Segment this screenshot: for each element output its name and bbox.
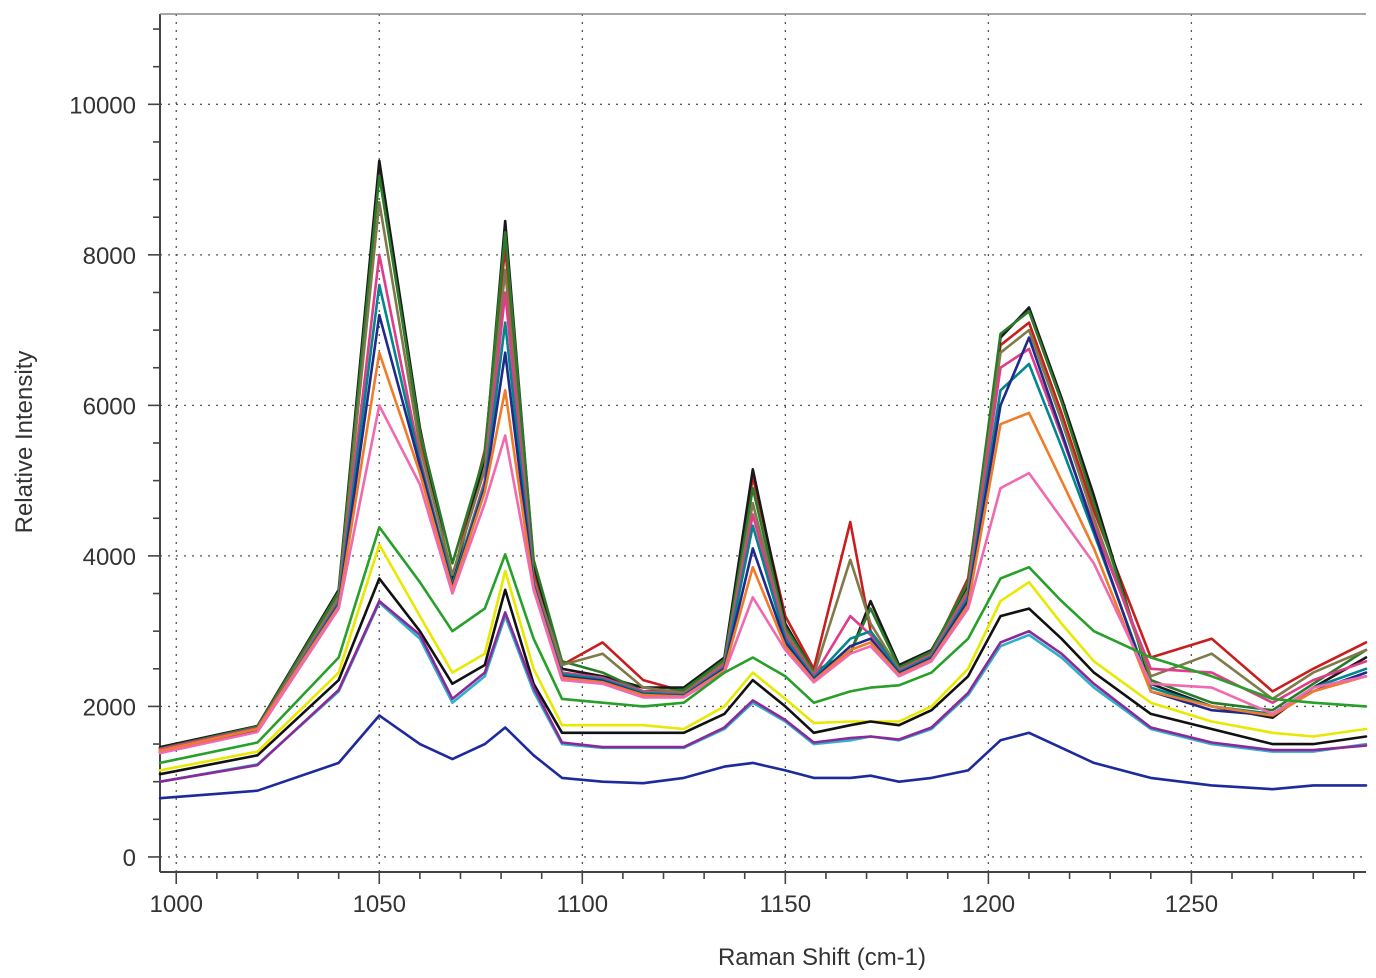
- series-line-13: [158, 599, 1368, 783]
- y-tick-label: 0: [123, 845, 136, 872]
- tick-labels: 1000 1050 1100 1150 1200 1250 0 2000 4000 6000 800…: [69, 92, 1218, 918]
- y-tick-label: 2000: [83, 694, 136, 721]
- series-line-9: [158, 526, 1368, 765]
- series-lines: [158, 159, 1368, 800]
- y-tick-label: 6000: [83, 393, 136, 420]
- x-tick-label: 1150: [760, 891, 812, 918]
- x-tick-label: 1200: [962, 891, 1015, 918]
- axis-ticks: [148, 28, 1355, 884]
- x-tick-label: 1000: [150, 891, 203, 918]
- x-tick-label: 1050: [353, 891, 406, 918]
- y-tick-label: 8000: [83, 243, 136, 270]
- axes-frame: [159, 13, 1366, 873]
- series-line-14: [158, 714, 1368, 800]
- x-tick-label: 1100: [556, 891, 608, 918]
- y-tick-label: 10000: [69, 92, 136, 119]
- series-line-11: [158, 577, 1368, 776]
- y-axis-title: Relative Intensity: [11, 351, 38, 534]
- series-line-10: [158, 543, 1368, 772]
- series-line-8: [158, 404, 1368, 755]
- series-line-1: [158, 159, 1368, 749]
- x-tick-label: 1250: [1165, 891, 1218, 918]
- grid: [160, 14, 1366, 872]
- x-axis-title: Raman Shift (cm-1): [718, 944, 926, 971]
- y-tick-label: 4000: [83, 544, 136, 571]
